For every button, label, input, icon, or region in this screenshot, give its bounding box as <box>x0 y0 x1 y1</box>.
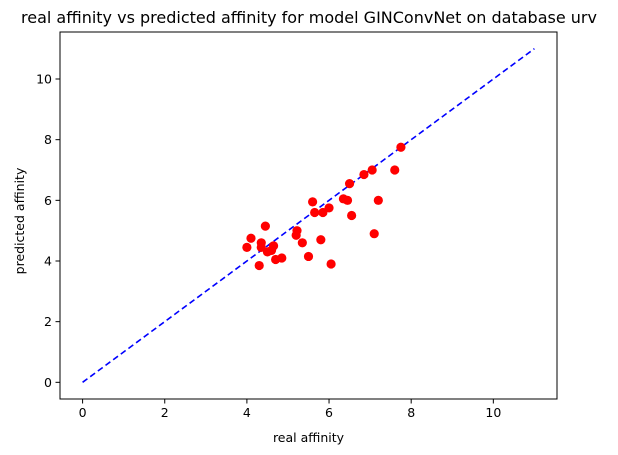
data-point <box>367 165 377 175</box>
x-axis-label: real affinity <box>273 430 345 445</box>
data-point <box>310 207 320 218</box>
reference-line-layer <box>82 48 535 383</box>
y-tick-label: 2 <box>44 314 52 329</box>
data-point <box>326 259 336 269</box>
data-point <box>246 233 256 243</box>
data-point <box>390 165 400 175</box>
y-tick-label: 8 <box>44 132 52 147</box>
data-point <box>277 253 287 263</box>
data-point <box>297 238 307 248</box>
data-point <box>308 197 318 207</box>
x-tick-label: 0 <box>79 405 87 420</box>
data-point <box>292 226 302 236</box>
data-point <box>369 229 379 239</box>
data-point <box>268 241 279 251</box>
chart-title: real affinity vs predicted affinity for … <box>21 8 597 27</box>
data-point <box>373 195 383 205</box>
data-point <box>254 260 264 271</box>
x-tick-label: 8 <box>407 405 415 420</box>
data-point <box>303 251 314 262</box>
x-tick-label: 2 <box>161 405 169 420</box>
x-axis-ticks: 0 2 4 6 8 10 <box>79 399 501 420</box>
data-point <box>260 221 270 231</box>
data-point <box>316 235 326 245</box>
y-tick-label: 0 <box>44 375 52 390</box>
x-tick-label: 6 <box>325 405 333 420</box>
data-point <box>396 142 406 152</box>
data-point <box>342 195 353 205</box>
data-point <box>242 242 252 252</box>
data-point <box>344 179 355 189</box>
y-tick-label: 6 <box>44 193 52 208</box>
y-tick-label: 4 <box>44 253 52 268</box>
y-axis-label: predicted affinity <box>12 167 27 274</box>
y-tick-label: 10 <box>36 72 52 87</box>
x-tick-label: 10 <box>485 405 501 420</box>
plot-area-frame <box>59 31 558 400</box>
identity-reference-line <box>82 48 535 383</box>
data-point <box>324 203 334 213</box>
data-points-layer <box>242 142 406 271</box>
y-axis-ticks: 0 2 4 6 8 10 <box>36 72 60 390</box>
data-point <box>359 169 369 180</box>
data-point <box>347 210 357 221</box>
data-point <box>256 238 266 248</box>
x-tick-label: 4 <box>243 405 251 420</box>
